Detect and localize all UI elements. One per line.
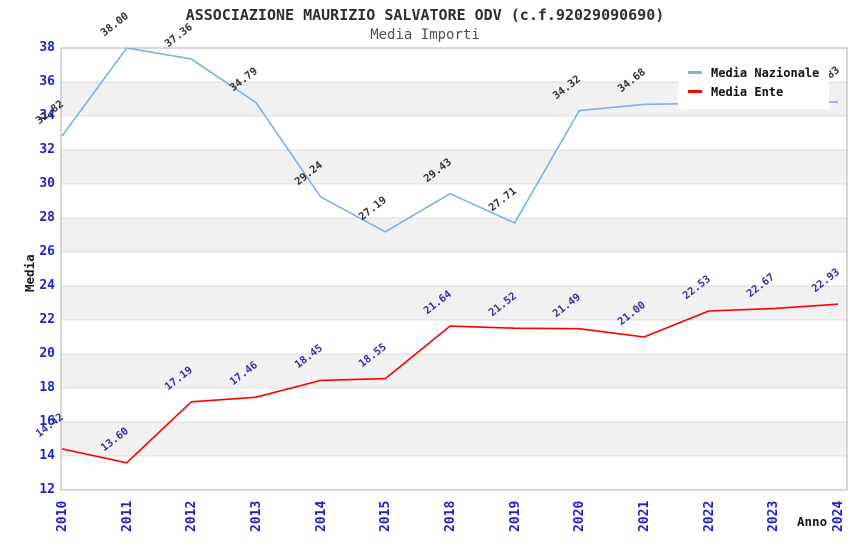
y-tick-label: 22 [39,312,55,327]
x-tick-label: 2018 [443,500,458,532]
plot-area [61,48,847,490]
legend-label-nazionale: Media Nazionale [711,65,820,80]
y-tick-label: 16 [39,414,55,429]
x-tick-label: 2019 [507,500,523,532]
legend-marker-nazionale-icon [688,71,702,74]
legend-item-media-ente: Media Ente [688,82,819,101]
y-tick-label: 34 [39,108,55,123]
x-tick-label: 2021 [637,500,652,532]
y-tick-label: 28 [39,210,55,225]
y-tick-label: 20 [39,346,55,361]
x-axis-title: Anno [797,514,828,529]
y-tick-label: 36 [39,74,55,89]
x-tick-label: 2015 [378,500,394,532]
x-tick-label: 2011 [119,500,135,532]
x-tick-label: 2020 [572,500,588,532]
x-tick-label: 2023 [766,500,782,532]
x-tick-label: 2014 [313,500,329,532]
legend: Media Nazionale Media Ente [678,56,830,109]
y-tick-label: 26 [39,244,55,259]
x-tick-label: 2012 [184,500,200,532]
x-tick-label: 2022 [701,500,717,532]
legend-marker-ente-icon [688,90,702,93]
x-tick-label: 2010 [55,500,70,532]
y-tick-label: 38 [39,40,55,55]
y-tick-label: 14 [39,448,55,463]
legend-item-media-nazionale: Media Nazionale [688,63,819,82]
x-tick-label: 2013 [249,500,264,532]
chart-title: ASSOCIAZIONE MAURIZIO SALVATORE ODV (c.f… [185,6,665,24]
legend-label-ente: Media Ente [711,84,784,99]
chart-subtitle: Media Importi [370,27,480,43]
y-tick-label: 32 [39,142,55,157]
y-tick-label: 12 [39,482,55,497]
x-tick-label: 2024 [831,500,846,532]
y-axis-title: Media [22,254,37,292]
y-tick-label: 18 [39,380,55,395]
y-tick-label: 30 [39,176,55,191]
y-tick-label: 24 [39,278,55,293]
